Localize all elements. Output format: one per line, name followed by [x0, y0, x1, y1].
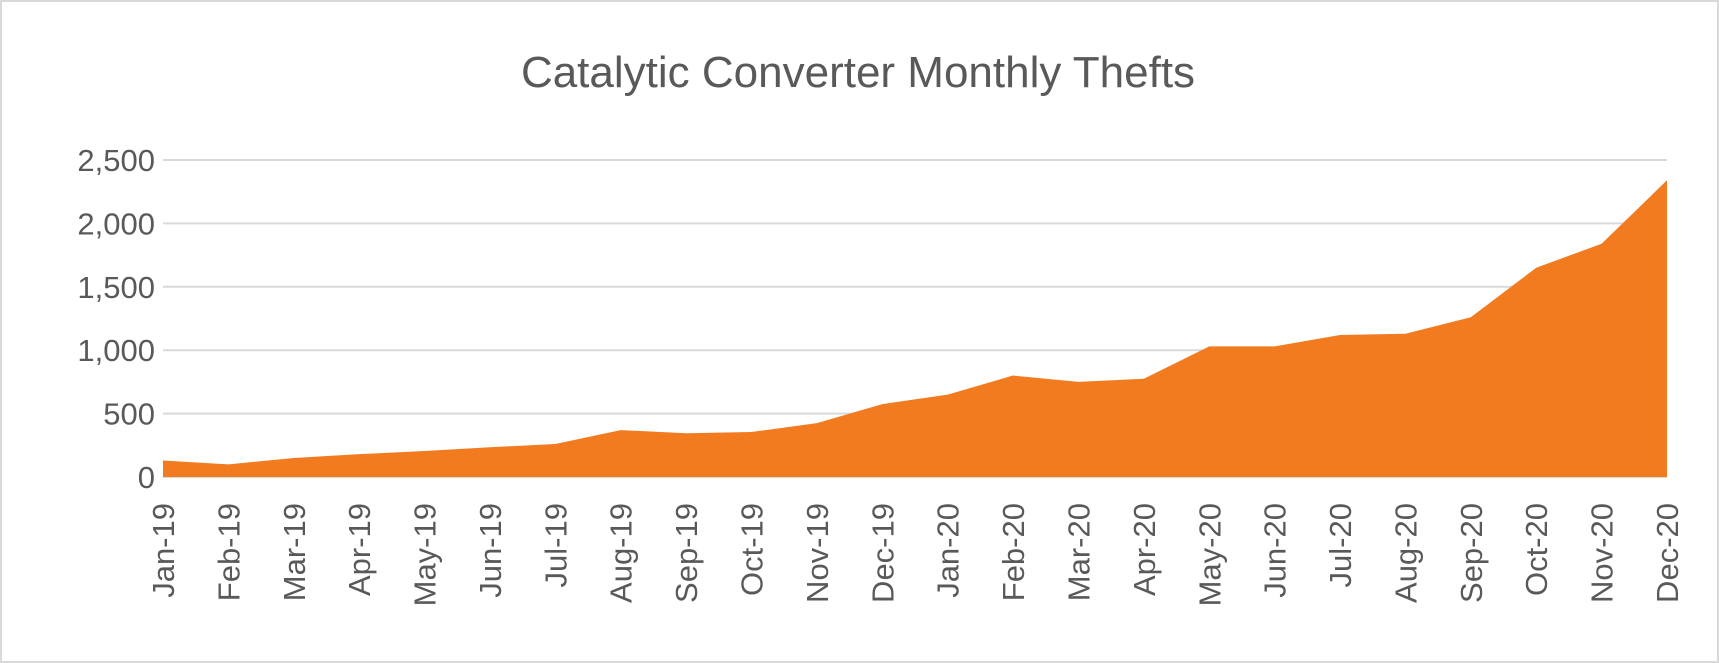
x-tick-label: Sep-20	[1454, 503, 1489, 603]
x-tick-label: Aug-20	[1388, 503, 1423, 603]
x-tick-label: Dec-20	[1650, 503, 1685, 603]
x-tick-label: Feb-19	[211, 503, 246, 601]
x-tick-label: May-20	[1192, 503, 1227, 606]
x-tick-label: Jul-19	[538, 503, 573, 587]
x-tick-label: Oct-20	[1519, 503, 1554, 596]
x-tick-label: Jan-19	[146, 503, 181, 598]
x-tick-label: Feb-20	[996, 503, 1031, 601]
x-tick-label: Mar-20	[1061, 503, 1096, 601]
y-tick-label: 0	[138, 460, 155, 495]
x-tick-label: Nov-20	[1585, 503, 1620, 603]
x-tick-label: Apr-19	[342, 503, 377, 596]
x-tick-label: Nov-19	[800, 503, 835, 603]
x-tick-label: Aug-19	[604, 503, 639, 603]
x-tick-label: Jan-20	[931, 503, 966, 598]
y-tick-label: 500	[103, 397, 155, 432]
y-tick-label: 1,500	[77, 270, 155, 305]
chart-title: Catalytic Converter Monthly Thefts	[521, 48, 1195, 97]
y-tick-label: 2,000	[77, 206, 155, 241]
x-tick-label: Dec-19	[865, 503, 900, 603]
x-tick-label: Jun-20	[1258, 503, 1293, 598]
y-tick-label: 2,500	[77, 143, 155, 178]
x-tick-label: Apr-20	[1127, 503, 1162, 596]
y-axis-tick-labels: 0 500 1,000 1,500 2,000 2,500	[77, 143, 155, 495]
area-thefts	[163, 180, 1667, 477]
x-axis-tick-labels: Jan-19 Feb-19 Mar-19 Apr-19 May-19 Jun-19 Jul-…	[146, 503, 1685, 606]
x-tick-label: Jul-20	[1323, 503, 1358, 587]
x-tick-label: Mar-19	[277, 503, 312, 601]
x-tick-label: Oct-19	[735, 503, 770, 596]
y-tick-label: 1,000	[77, 333, 155, 368]
area-series	[163, 180, 1667, 477]
x-tick-label: Jun-19	[473, 503, 508, 598]
x-tick-label: Sep-19	[669, 503, 704, 603]
x-tick-label: May-19	[408, 503, 443, 606]
